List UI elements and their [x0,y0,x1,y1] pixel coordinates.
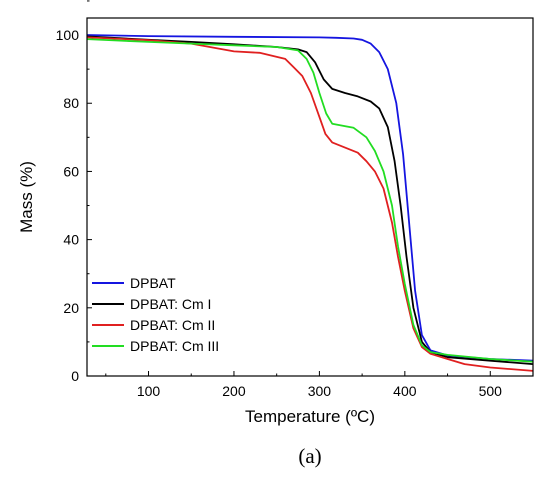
y-tick-label: 60 [63,163,79,179]
x-tick-label: 400 [393,383,417,399]
y-tick-label: 0 [71,368,79,384]
series-line-0 [86,34,534,362]
plot-frame [86,17,534,377]
x-axis-ticks: 100 200 300 400 500 [105,371,534,399]
y-tick-label: 40 [63,232,79,248]
y-axis-title: Mass (%) [17,161,36,233]
x-tick-label: 500 [479,383,503,399]
x-tick-label: 200 [222,383,246,399]
legend: DPBAT DPBAT: Cm I DPBAT: Cm II DPBAT: Cm II… [92,275,219,354]
y-tick-label: 20 [63,300,79,316]
y-tick-label: 100 [56,27,80,43]
series-line-2 [86,36,534,372]
series-layer [86,34,534,372]
x-tick-label: 300 [308,383,332,399]
x-tick-label: 100 [137,383,161,399]
legend-label-3: DPBAT: Cm III [130,338,219,354]
legend-label-0: DPBAT [130,275,176,291]
y-tick-label: 80 [63,95,79,111]
legend-label-2: DPBAT: Cm II [130,317,215,333]
series-line-3 [86,38,534,363]
legend-label-1: DPBAT: Cm I [130,296,211,312]
panel-label: (a) [298,444,321,468]
x-axis-title: Temperature (ºC) [245,407,375,426]
series-line-1 [86,35,534,365]
y-axis-ticks: 0 20 40 60 80 100 [56,0,92,384]
